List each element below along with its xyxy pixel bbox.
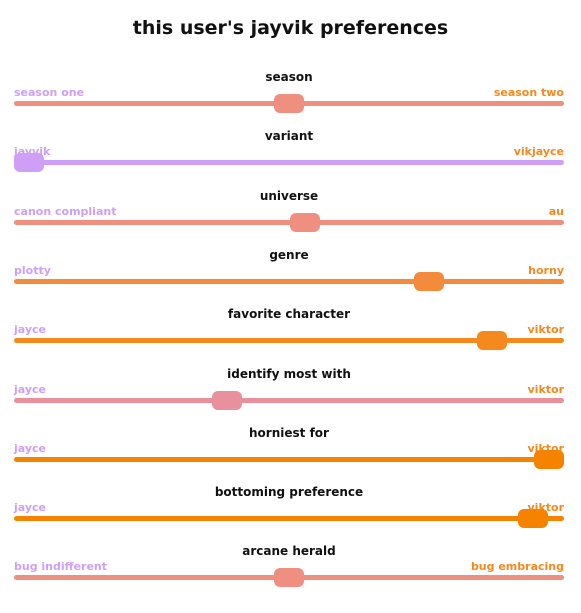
slider-season[interactable]: season season one season two (14, 70, 564, 120)
slider-arcane-herald[interactable]: arcane herald bug indifferent bug embracin… (14, 544, 564, 594)
slider-title: season (265, 70, 313, 84)
slider-track[interactable] (14, 278, 564, 284)
slider-thumb[interactable] (274, 568, 304, 588)
slider-title: arcane herald (242, 544, 336, 559)
page-title: this user's jayvik preferences (132, 17, 449, 39)
right-end-label: bug embracing (470, 560, 564, 574)
slider-thumb[interactable] (476, 331, 507, 351)
slider-track[interactable] (14, 338, 564, 344)
slider-genre[interactable]: genre plotty horny (14, 248, 564, 298)
right-end-label: season two (493, 86, 564, 99)
right-end-label: vikjayce (513, 145, 564, 159)
slider-title: horniest for (249, 425, 329, 440)
slider-title: favorite character (227, 307, 351, 322)
slider-thumb[interactable] (14, 153, 44, 173)
slider-track[interactable] (14, 516, 564, 522)
slider-track[interactable] (14, 219, 564, 225)
slider-horniest-for[interactable]: horniest for jayce viktor (14, 426, 564, 476)
slider-title: identify most with (227, 366, 351, 381)
left-end-label: jayce (14, 501, 47, 515)
slider-thumb[interactable] (289, 212, 320, 232)
slider-title: variant (264, 129, 314, 144)
right-end-label: viktor (527, 382, 565, 396)
slider-thumb[interactable] (274, 94, 304, 113)
slider-thumb[interactable] (534, 449, 564, 469)
slider-title: bottoming preference (214, 485, 364, 500)
slider-thumb[interactable] (518, 509, 549, 529)
slider-title: genre (269, 247, 309, 262)
slider-universe[interactable]: universe canon compliant au (14, 189, 564, 239)
slider-track[interactable] (14, 397, 564, 403)
left-end-label: jayce (14, 441, 47, 455)
slider-bottoming-preference[interactable]: bottoming preference jayce viktor (14, 485, 564, 535)
left-end-label: bug indifferent (14, 560, 108, 574)
slider-track[interactable] (14, 456, 564, 462)
left-end-label: plotty (14, 263, 51, 277)
right-end-label: viktor (527, 323, 565, 337)
slider-title: universe (259, 188, 319, 203)
right-end-label: au (548, 204, 564, 218)
slider-thumb[interactable] (211, 390, 242, 410)
right-end-label: horny (528, 263, 564, 277)
slider-variant[interactable]: variant jayvik vikjayce (14, 129, 564, 179)
slider-thumb[interactable] (414, 271, 445, 291)
left-end-label: jayce (14, 323, 47, 337)
slider-favorite-character[interactable]: favorite character jayce viktor (14, 307, 564, 357)
left-end-label: season one (14, 86, 85, 99)
left-end-label: canon compliant (14, 204, 117, 218)
slider-identify-most-with[interactable]: identify most with jayce viktor (14, 367, 564, 417)
left-end-label: jayce (14, 382, 47, 396)
slider-track[interactable] (14, 160, 564, 166)
